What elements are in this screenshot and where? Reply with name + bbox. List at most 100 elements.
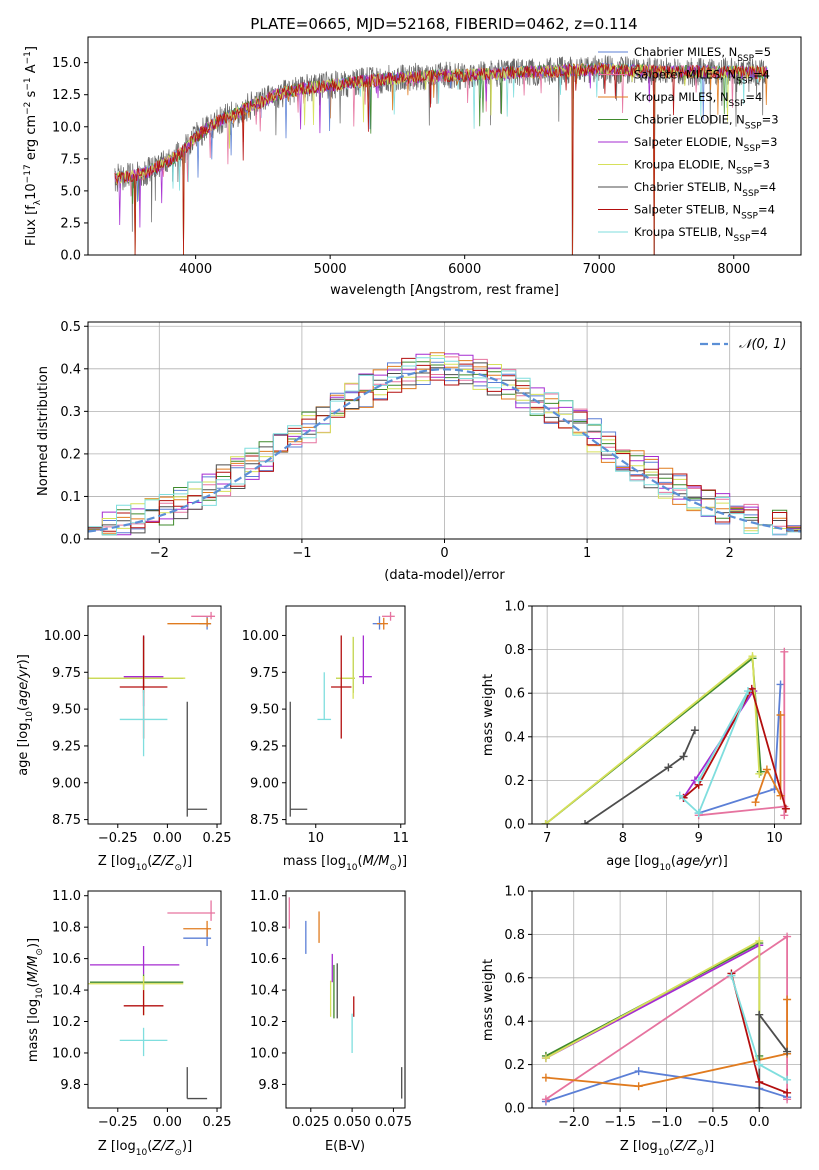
weight-vs-age-ylabel: mass weight: [481, 674, 496, 756]
age-vs-Z-ytick-label-2: 9.25: [52, 739, 81, 754]
weight-vs-Z-ylabel: mass weight: [481, 959, 496, 1041]
spectrum-plot-area: [114, 55, 768, 255]
weight-vs-Z-ytick-label-0: 0.0: [504, 1102, 525, 1117]
mass-vs-Z-plot-area: [88, 900, 216, 1100]
spectrum-ytick-label-1: 2.5: [60, 216, 81, 231]
age-vs-Z-ylabel: age [log10(age/yr)]: [16, 654, 35, 776]
mass-vs-Z-xtick-label-2: 0.25: [203, 1115, 232, 1130]
weight-vs-age-marker-5-2: [755, 769, 764, 778]
age-vs-Z-xlabel: Z [log10(Z/Z⊙)]: [98, 854, 192, 873]
mass-vs-Z-ytick-label-0: 9.8: [60, 1078, 81, 1093]
age-vs-mass-plot-area: [289, 611, 395, 817]
weight-vs-Z-xtick-label-0: −2.0: [558, 1115, 590, 1130]
weight-vs-age-line-1: [698, 651, 786, 817]
weight-vs-Z-marker-2-0: [541, 1073, 550, 1082]
mass-vs-ebv-xtick-label-0: 0.025: [292, 1115, 329, 1130]
mass-vs-Z-ytick-label-3: 10.4: [52, 984, 81, 999]
weight-vs-age-marker-8-2: [743, 687, 752, 696]
weight-vs-Z-marker-7-2: [783, 1088, 792, 1097]
weight-vs-Z-line-2: [545, 999, 788, 1088]
weight-vs-age-xtick-label-0: 7: [543, 831, 551, 846]
weight-vs-age-axes: 7 8 9 10 0.0 0.2 0.4 0.6 0.8 1.0: [504, 600, 802, 846]
mass-vs-Z-xtick-label-1: 0.00: [153, 1115, 182, 1130]
age-vs-Z-xtick-label-0: −0.25: [98, 831, 138, 846]
age-vs-Z-plot-area: [88, 611, 216, 817]
spectrum-xtick-label-1: 5000: [314, 262, 347, 277]
weight-vs-Z-marker-7-1: [755, 1077, 764, 1086]
mass-vs-ebv-ytick-label-4: 10.6: [250, 952, 279, 967]
mass-vs-Z-xtick-label-0: −0.25: [98, 1115, 138, 1130]
residuals-ytick-label-4: 0.4: [60, 362, 81, 377]
weight-vs-age-xlabel: age [log10(age/yr)]: [606, 854, 728, 873]
weight-vs-Z-ytick-label-1: 0.2: [504, 1058, 525, 1073]
age-vs-Z-ytick-label-3: 9.50: [52, 703, 81, 718]
age-vs-Z-axes: −0.25 0.00 0.25 8.75 9.00 9.25 9.50 9.75 10.00: [44, 605, 232, 846]
weight-vs-Z-ytick-label-5: 1.0: [504, 885, 525, 900]
mass-vs-Z-ytick-label-5: 10.8: [52, 921, 81, 936]
residuals-hist-7: [88, 357, 801, 532]
weight-vs-age-ytick-label-1: 0.2: [504, 774, 525, 789]
age-vs-Z-ytick-label-4: 9.75: [52, 666, 81, 681]
spectrum-series-7: [114, 62, 768, 255]
spectrum-ytick-label-0: 0.0: [60, 249, 81, 264]
spectrum-ytick-label-5: 12.5: [52, 88, 81, 103]
mass-vs-Z-axes: −0.25 0.00 0.25 9.8 10.0 10.2 10.4 10.6 10.8 11.0: [52, 889, 231, 1130]
spectrum-legend-label-7: Salpeter STELIB, NSSP=4: [634, 203, 775, 222]
weight-vs-age-line-7: [682, 686, 787, 809]
figure-title: PLATE=0665, MJD=52168, FIBERID=0462, z=0…: [250, 15, 637, 33]
mass-vs-ebv-ytick-label-5: 10.8: [250, 921, 279, 936]
weight-vs-age-marker-5-0: [541, 820, 550, 824]
mass-vs-ebv-ytick-label-3: 10.4: [250, 984, 279, 999]
weight-vs-Z-marker-0-1: [634, 1067, 643, 1076]
weight-vs-age-ytick-label-5: 1.0: [504, 600, 525, 615]
residuals-hist-6: [88, 362, 801, 534]
weight-vs-age-marker-6-2: [679, 752, 688, 761]
weight-vs-age-xtick-label-3: 10: [766, 831, 783, 846]
spectrum-legend-label-6: Chabrier STELIB, NSSP=4: [634, 180, 776, 199]
weight-vs-Z-ytick-label-3: 0.6: [504, 971, 525, 986]
mass-vs-Z-ytick-label-4: 10.6: [52, 952, 81, 967]
age-vs-mass-xtick-label-0: 10: [307, 831, 324, 846]
spectrum-ytick-label-4: 10.0: [52, 120, 81, 135]
residuals-ytick-label-1: 0.1: [60, 490, 81, 505]
residuals-gaussian: [88, 368, 801, 533]
age-vs-Z-xtick-label-2: 0.25: [203, 831, 232, 846]
mass-vs-Z-ytick-label-6: 11.0: [52, 889, 81, 904]
residuals-plot-area: [88, 322, 801, 539]
weight-vs-Z-marker-5-1: [755, 936, 764, 945]
spectrum-legend-label-2: Kroupa MILES, NSSP=4: [634, 90, 762, 109]
weight-vs-Z-marker-8-1: [755, 1060, 764, 1069]
age-vs-mass-ytick-label-2: 9.25: [250, 739, 279, 754]
weight-vs-Z-marker-6-2: [783, 1047, 792, 1056]
residuals-xtick-label-3: 1: [583, 546, 591, 561]
age-vs-mass-ytick-label-1: 9.00: [250, 776, 279, 791]
weight-vs-age-ytick-label-3: 0.6: [504, 687, 525, 702]
weight-vs-age-marker-8-1: [694, 809, 703, 818]
residuals-xtick-label-1: −1: [292, 546, 311, 561]
residuals-xtick-label-0: −2: [150, 546, 169, 561]
weight-vs-Z-marker-2-3: [783, 995, 792, 1004]
weight-vs-age-xtick-label-1: 8: [619, 831, 627, 846]
weight-vs-Z-marker-2-1: [634, 1082, 643, 1091]
weight-vs-age-plot-area: [532, 606, 801, 824]
mass-vs-ebv-xlabel: E(B-V): [325, 1139, 365, 1154]
spectrum-axes: 4000 5000 6000 7000 8000 0.0 2.5 5.0 7.5 10.0 12.5…: [52, 36, 802, 277]
weight-vs-Z-xtick-label-1: −1.5: [604, 1115, 636, 1130]
spectrum-xlabel: wavelength [Angstrom, rest frame]: [330, 283, 559, 298]
weight-vs-age-marker-2-0: [751, 798, 760, 807]
weight-vs-age-line-2: [754, 715, 782, 803]
mass-vs-ebv-ytick-label-1: 10.0: [250, 1046, 279, 1061]
mass-vs-ebv-xtick-label-1: 0.050: [334, 1115, 371, 1130]
spectrum-xtick-label-4: 8000: [717, 262, 750, 277]
mass-vs-ebv-axes: 0.025 0.050 0.075 9.8 10.0 10.2 10.4 10.6 10.8 11…: [250, 889, 412, 1130]
age-vs-mass-ytick-label-5: 10.00: [242, 629, 279, 644]
weight-vs-Z-ytick-label-2: 0.4: [504, 1015, 525, 1030]
age-vs-Z-xtick-label-1: 0.00: [153, 831, 182, 846]
weight-vs-Z-axes: −2.0 −1.5 −1.0 −0.5 0.0 0.0 0.2 0.4 0.6 0.8 1.0: [504, 885, 802, 1130]
age-vs-Z-ytick-label-1: 9.00: [52, 776, 81, 791]
spectrum-xtick-label-3: 7000: [583, 262, 616, 277]
weight-vs-Z-marker-5-0: [541, 1054, 550, 1063]
age-vs-Z-ytick-label-0: 8.75: [52, 813, 81, 828]
mass-vs-ebv-xtick-label-2: 0.075: [375, 1115, 412, 1130]
